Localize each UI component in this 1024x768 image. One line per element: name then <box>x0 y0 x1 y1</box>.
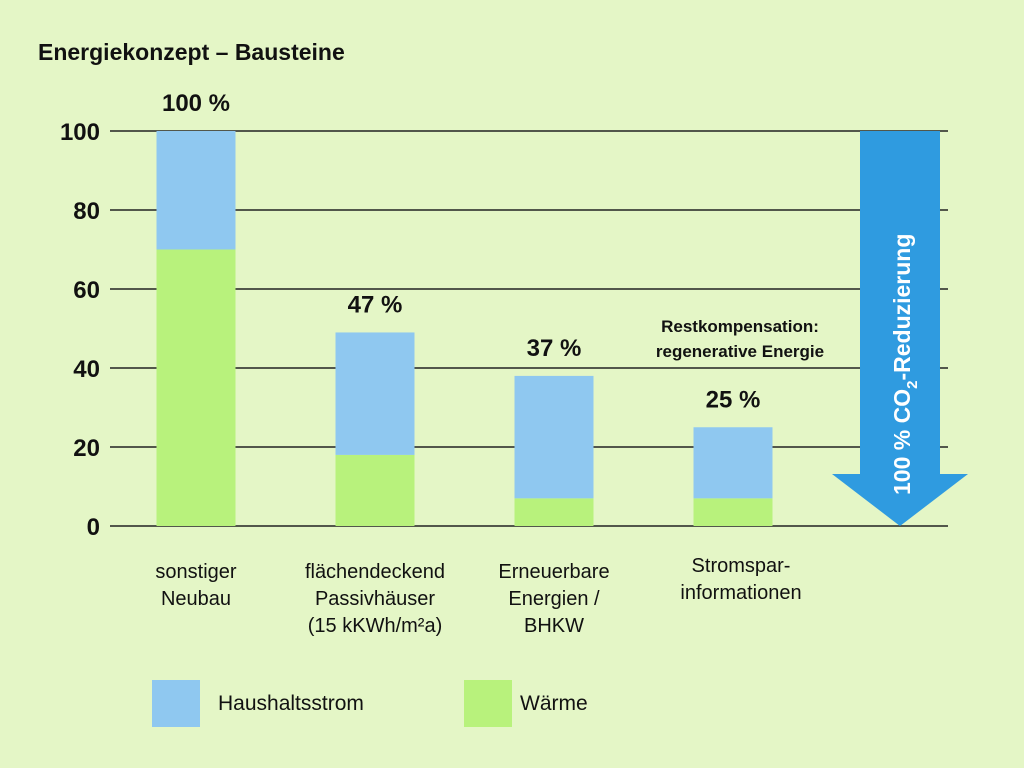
y-tick-label: 60 <box>73 277 100 304</box>
legend-label-haushaltsstrom: Haushaltsstrom <box>218 692 364 715</box>
bar-waerme <box>514 498 594 526</box>
annotation-line-2: regenerative Energie <box>656 342 824 361</box>
chart-title: Energiekonzept – Bausteine <box>38 39 345 65</box>
co2-reduction-arrow: 100 % CO2-Reduzierung <box>832 131 968 526</box>
category-label: (15 kKWh/m²a) <box>308 615 442 637</box>
legend-swatch-haushaltsstrom <box>152 680 200 727</box>
bar-waerme <box>335 454 415 526</box>
category-label: Passivhäuser <box>315 588 435 610</box>
legend-label-waerme: Wärme <box>520 692 588 715</box>
bar-waerme <box>156 249 236 526</box>
y-tick-label: 20 <box>73 435 100 462</box>
bar-haushaltsstrom <box>335 332 415 455</box>
y-tick-label: 100 <box>60 119 100 146</box>
y-tick-label: 80 <box>73 198 100 225</box>
y-tick-label: 40 <box>73 356 100 383</box>
y-tick-label: 0 <box>87 514 100 541</box>
category-label: informationen <box>680 582 801 604</box>
arrow-label: 100 % CO2-Reduzierung <box>889 234 921 495</box>
legend: Haushaltsstrom Wärme <box>152 680 588 727</box>
bar-haushaltsstrom <box>156 131 236 250</box>
category-label: Erneuerbare <box>498 561 609 583</box>
data-label: 47 % <box>348 291 403 318</box>
category-label: flächendeckend <box>305 561 445 583</box>
category-label: Stromspar- <box>692 555 791 577</box>
category-label: Energien / <box>508 588 600 610</box>
annotation-line-1: Restkompensation: <box>661 317 819 336</box>
category-label: sonstiger <box>155 561 236 583</box>
data-label: 37 % <box>527 335 582 362</box>
data-label: 25 % <box>706 386 761 413</box>
category-label: Neubau <box>161 588 231 610</box>
bar-waerme <box>693 498 773 526</box>
bar-haushaltsstrom <box>514 375 594 499</box>
bar-haushaltsstrom <box>693 427 773 499</box>
data-label: 100 % <box>162 90 230 117</box>
arrow-shape <box>832 131 968 526</box>
legend-swatch-waerme <box>464 680 512 727</box>
category-label: BHKW <box>524 615 584 637</box>
